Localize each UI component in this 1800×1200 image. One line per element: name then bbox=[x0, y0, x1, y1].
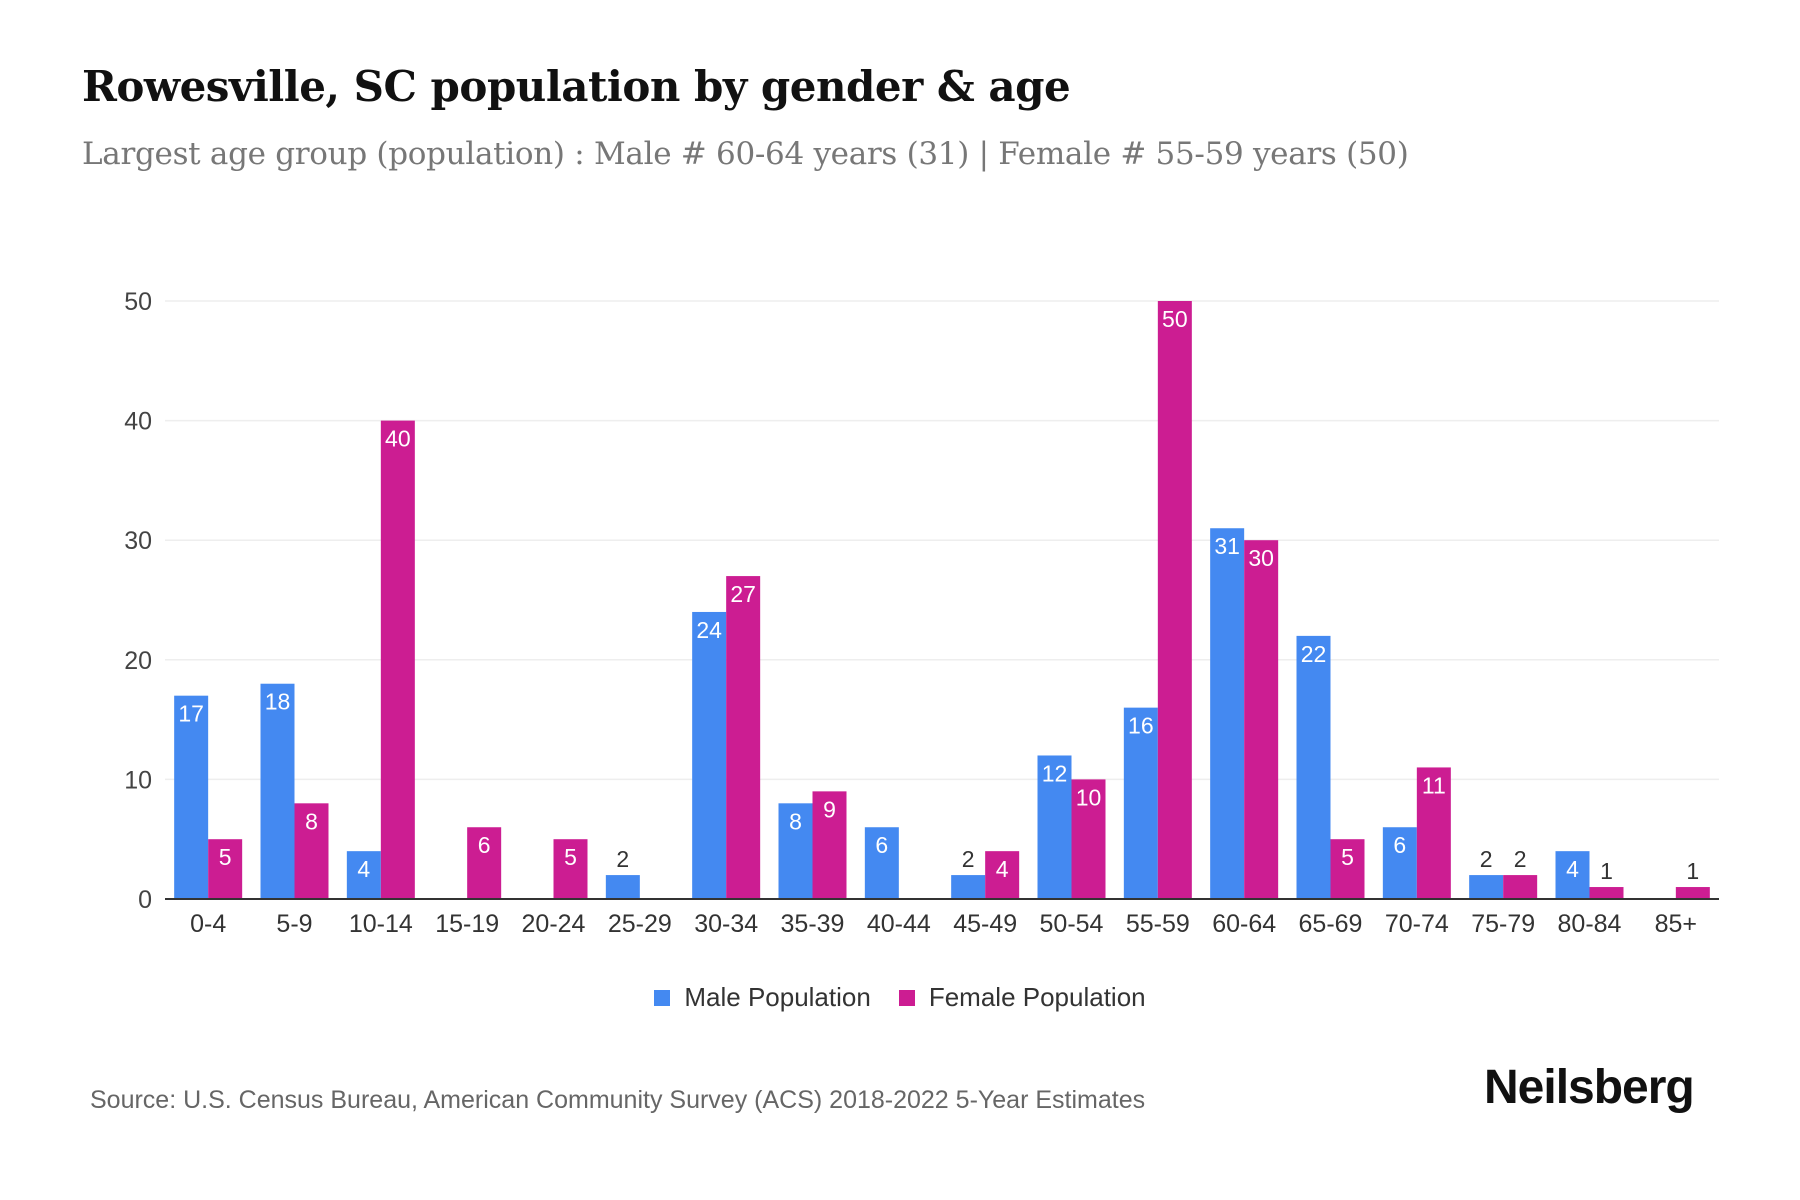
chart-subtitle: Largest age group (population) : Male # … bbox=[82, 136, 1409, 172]
legend-item-female: Female Population bbox=[898, 982, 1146, 1013]
y-tick-label: 40 bbox=[124, 408, 152, 436]
x-tick-label: 5-9 bbox=[276, 910, 312, 938]
bar-male bbox=[1210, 528, 1245, 899]
data-label: 11 bbox=[1422, 772, 1446, 798]
bar-female bbox=[985, 851, 1020, 899]
bar-female bbox=[1503, 875, 1538, 899]
x-tick-label: 65-69 bbox=[1299, 910, 1363, 938]
x-tick-label: 40-44 bbox=[867, 910, 931, 938]
bar-male bbox=[260, 683, 295, 899]
legend: Male Population Female Population bbox=[0, 982, 1800, 1013]
x-tick-label: 10-14 bbox=[349, 910, 413, 938]
x-tick-label: 35-39 bbox=[781, 910, 845, 938]
data-label: 2 bbox=[616, 846, 629, 872]
data-label: 8 bbox=[305, 808, 318, 834]
data-label: 17 bbox=[178, 701, 204, 727]
legend-swatch-male bbox=[654, 989, 671, 1006]
data-label: 10 bbox=[1076, 784, 1102, 810]
bar-female bbox=[1157, 301, 1192, 899]
x-tick-label: 70-74 bbox=[1385, 910, 1449, 938]
x-tick-label: 25-29 bbox=[608, 910, 672, 938]
legend-swatch-female bbox=[898, 989, 915, 1006]
bar-male bbox=[174, 695, 209, 899]
bar-male bbox=[951, 875, 986, 899]
data-label: 40 bbox=[385, 426, 411, 452]
legend-label-female: Female Population bbox=[928, 982, 1146, 1012]
data-label: 50 bbox=[1162, 306, 1188, 332]
x-tick-label: 75-79 bbox=[1471, 910, 1535, 938]
bar-female bbox=[1330, 839, 1365, 899]
bar-male bbox=[864, 827, 899, 899]
data-label: 12 bbox=[1042, 760, 1068, 786]
y-tick-label: 50 bbox=[124, 288, 152, 316]
x-tick-label: 50-54 bbox=[1040, 910, 1104, 938]
y-tick-label: 30 bbox=[124, 527, 152, 555]
bar-male bbox=[1382, 827, 1417, 899]
data-label: 6 bbox=[478, 832, 491, 858]
data-label: 6 bbox=[875, 832, 888, 858]
x-tick-label: 55-59 bbox=[1126, 910, 1190, 938]
data-label: 24 bbox=[696, 617, 722, 643]
bar-male bbox=[778, 803, 813, 899]
data-label: 5 bbox=[564, 844, 577, 870]
bar-female bbox=[294, 803, 329, 899]
data-label: 8 bbox=[789, 808, 802, 834]
source-note: Source: U.S. Census Bureau, American Com… bbox=[90, 1086, 1146, 1114]
data-label: 4 bbox=[1566, 856, 1579, 882]
bar-female bbox=[1071, 779, 1106, 899]
bar-female bbox=[1589, 887, 1624, 899]
x-tick-label: 60-64 bbox=[1212, 910, 1276, 938]
legend-label-male: Male Population bbox=[684, 982, 871, 1012]
bar-male bbox=[1123, 707, 1158, 899]
x-tick-label: 20-24 bbox=[522, 910, 586, 938]
x-tick-label: 45-49 bbox=[953, 910, 1017, 938]
bar-female bbox=[553, 839, 588, 899]
data-label: 27 bbox=[730, 581, 756, 607]
bar-male bbox=[1037, 755, 1072, 899]
bar-male bbox=[1469, 875, 1504, 899]
data-label: 2 bbox=[1514, 846, 1527, 872]
y-tick-label: 20 bbox=[124, 647, 152, 675]
data-label: 30 bbox=[1248, 545, 1274, 571]
chart-title: Rowesville, SC population by gender & ag… bbox=[82, 62, 1071, 111]
data-label: 16 bbox=[1128, 713, 1154, 739]
bar-male bbox=[605, 875, 640, 899]
data-label: 18 bbox=[265, 689, 291, 715]
data-label: 22 bbox=[1301, 641, 1327, 667]
bar-female bbox=[726, 576, 761, 899]
x-tick-label: 80-84 bbox=[1558, 910, 1622, 938]
data-label: 31 bbox=[1214, 533, 1240, 559]
data-label: 4 bbox=[357, 856, 370, 882]
data-label: 4 bbox=[996, 856, 1009, 882]
bar-female bbox=[208, 839, 243, 899]
x-tick-label: 15-19 bbox=[435, 910, 499, 938]
bar-female bbox=[467, 827, 502, 899]
data-label: 1 bbox=[1600, 858, 1613, 884]
legend-item-male: Male Population bbox=[654, 982, 871, 1013]
bar-female bbox=[380, 420, 415, 899]
data-label: 5 bbox=[1341, 844, 1354, 870]
bar-female bbox=[812, 791, 847, 899]
x-tick-label: 30-34 bbox=[694, 910, 758, 938]
neilsberg-logo: Neilsberg bbox=[1484, 1061, 1695, 1114]
data-label: 5 bbox=[219, 844, 232, 870]
data-label: 2 bbox=[962, 846, 975, 872]
bar-male bbox=[1296, 635, 1331, 899]
bar-male bbox=[1555, 851, 1590, 899]
data-label: 2 bbox=[1480, 846, 1493, 872]
data-label: 9 bbox=[823, 796, 836, 822]
bar-male bbox=[692, 611, 727, 899]
x-tick-label: 85+ bbox=[1655, 910, 1697, 938]
y-tick-label: 0 bbox=[138, 886, 152, 914]
bar-female bbox=[1675, 887, 1710, 899]
data-label: 6 bbox=[1393, 832, 1406, 858]
bar-female bbox=[1416, 767, 1451, 899]
data-label: 1 bbox=[1686, 858, 1699, 884]
bar-female bbox=[1244, 540, 1279, 899]
x-tick-label: 0-4 bbox=[190, 910, 226, 938]
bar-male bbox=[346, 851, 381, 899]
y-tick-label: 10 bbox=[124, 766, 152, 794]
